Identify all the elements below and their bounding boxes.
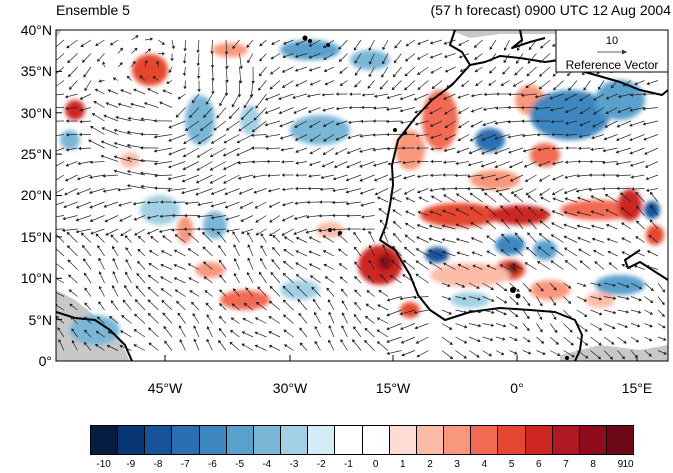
colorbar-cell xyxy=(200,426,227,454)
wind-vector xyxy=(319,216,334,217)
colorbar-cell xyxy=(281,426,308,454)
lat-label-20n: 20°N xyxy=(21,187,52,203)
lon-label-15w: 15°W xyxy=(376,380,411,396)
lon-labels: 45°W 30°W 15°W 0° 15°E xyxy=(148,380,652,396)
cool-anomaly xyxy=(533,240,557,260)
colorbar-tick-label: 10 xyxy=(622,459,633,470)
colorbar-cell xyxy=(254,426,281,454)
lat-label-5n: 5°N xyxy=(29,312,53,328)
lat-labels: 40°N 35°N 30°N 25°N 20°N 15°N 10°N 5°N 0… xyxy=(21,22,52,369)
colorbar-cell xyxy=(227,426,254,454)
wind-vector-head xyxy=(53,262,55,264)
lat-label-15n: 15°N xyxy=(21,229,52,245)
lat-label-35n: 35°N xyxy=(21,63,52,79)
colorbar-tick-label: -9 xyxy=(126,459,135,470)
cool-anomaly xyxy=(425,247,449,263)
lat-label-40n: 40°N xyxy=(21,22,52,38)
warm-anomaly xyxy=(212,43,248,57)
colorbar-cell xyxy=(526,426,553,454)
lon-label-45w: 45°W xyxy=(148,380,183,396)
wind-vector-head xyxy=(52,120,54,122)
lat-label-25n: 25°N xyxy=(21,146,52,162)
colorbar-tick-label: 3 xyxy=(454,459,460,470)
colorbar-tick-label: 0 xyxy=(373,459,379,470)
cool-anomaly xyxy=(350,50,390,70)
colorbar-tick-label: 8 xyxy=(590,459,596,470)
colorbar-cell xyxy=(335,426,362,454)
colorbar-tick-label: -1 xyxy=(344,459,353,470)
colorbar-tick-label: -2 xyxy=(317,459,326,470)
lon-label-15e: 15°E xyxy=(622,380,653,396)
wind-vector-head xyxy=(53,277,55,279)
colorbar-tick-label: -7 xyxy=(181,459,190,470)
colorbar-tick-label: -5 xyxy=(235,459,244,470)
colorbar-tick-label: -4 xyxy=(262,459,271,470)
lat-label-0: 0° xyxy=(39,353,52,369)
wind-vector-head xyxy=(54,47,56,49)
wind-vector-head xyxy=(53,180,55,182)
colorbar-cell xyxy=(118,426,145,454)
cool-anomaly xyxy=(60,130,80,150)
cool-anomaly xyxy=(495,235,525,255)
reference-vector-label: Reference Vector xyxy=(566,58,659,72)
colorbar-cell xyxy=(91,426,118,454)
wind-vector-head xyxy=(53,135,55,137)
cool-anomaly xyxy=(140,195,180,225)
colorbar-cell xyxy=(580,426,607,454)
colorbar-cell xyxy=(498,426,525,454)
lon-label-0: 0° xyxy=(510,380,523,396)
warm-anomaly xyxy=(395,130,425,170)
cool-anomaly xyxy=(595,275,645,295)
wind-vector-head xyxy=(54,74,56,76)
cool-anomaly xyxy=(240,105,260,135)
colorbar-tick-label: -3 xyxy=(290,459,299,470)
colorbar-cell xyxy=(471,426,498,454)
wind-vector-head xyxy=(54,61,56,63)
wind-vector-head xyxy=(53,193,55,195)
warm-anomaly xyxy=(132,54,168,86)
colorbar-tick-label: 1 xyxy=(400,459,406,470)
cool-anomaly xyxy=(644,201,660,219)
reference-vector-value: 10 xyxy=(606,35,618,47)
colorbar-tick-label: -6 xyxy=(208,459,217,470)
cool-anomaly xyxy=(290,115,350,145)
colorbar-cell xyxy=(390,426,417,454)
wind-vector-head xyxy=(51,94,53,96)
cool-anomaly xyxy=(185,95,215,145)
colorbar-cell xyxy=(145,426,172,454)
colorbar-cell xyxy=(607,426,633,454)
colorbar-tick-label: 7 xyxy=(563,459,569,470)
warm-anomaly xyxy=(400,302,420,318)
reference-vector-box: 10 Reference Vector xyxy=(556,30,668,72)
cool-anomaly xyxy=(203,211,227,239)
colorbar-tick-label: -8 xyxy=(154,459,163,470)
cool-anomaly xyxy=(450,292,490,308)
colorbar-cell xyxy=(172,426,199,454)
colorbar xyxy=(90,425,634,455)
lon-label-30w: 30°W xyxy=(273,380,308,396)
warm-anomaly xyxy=(422,90,458,150)
forecast-map: 10 Reference Vector 40°N 35°N 30°N 25°N … xyxy=(0,0,673,400)
cool-anomaly xyxy=(475,128,505,152)
lat-label-30n: 30°N xyxy=(21,105,52,121)
cool-anomaly xyxy=(280,280,320,300)
lat-label-10n: 10°N xyxy=(21,270,52,286)
cool-anomaly xyxy=(595,80,645,120)
colorbar-tick-label: 2 xyxy=(427,459,433,470)
colorbar-tick-label: 5 xyxy=(509,459,515,470)
colorbar-cell xyxy=(444,426,471,454)
wind-vector-head xyxy=(53,150,55,152)
wind-vector-head xyxy=(54,247,56,249)
colorbar-tick-label: 6 xyxy=(536,459,542,470)
colorbar-cell xyxy=(308,426,335,454)
wind-vector-head xyxy=(51,216,53,218)
wind-vector-head xyxy=(52,205,54,207)
colorbar-tick-label: 4 xyxy=(482,459,488,470)
colorbar-cell xyxy=(363,426,390,454)
warm-anomaly xyxy=(377,254,393,270)
colorbar-tick-label: -10 xyxy=(96,459,110,470)
wind-vector-head xyxy=(54,166,56,168)
colorbar-cell xyxy=(553,426,580,454)
colorbar-cell xyxy=(417,426,444,454)
